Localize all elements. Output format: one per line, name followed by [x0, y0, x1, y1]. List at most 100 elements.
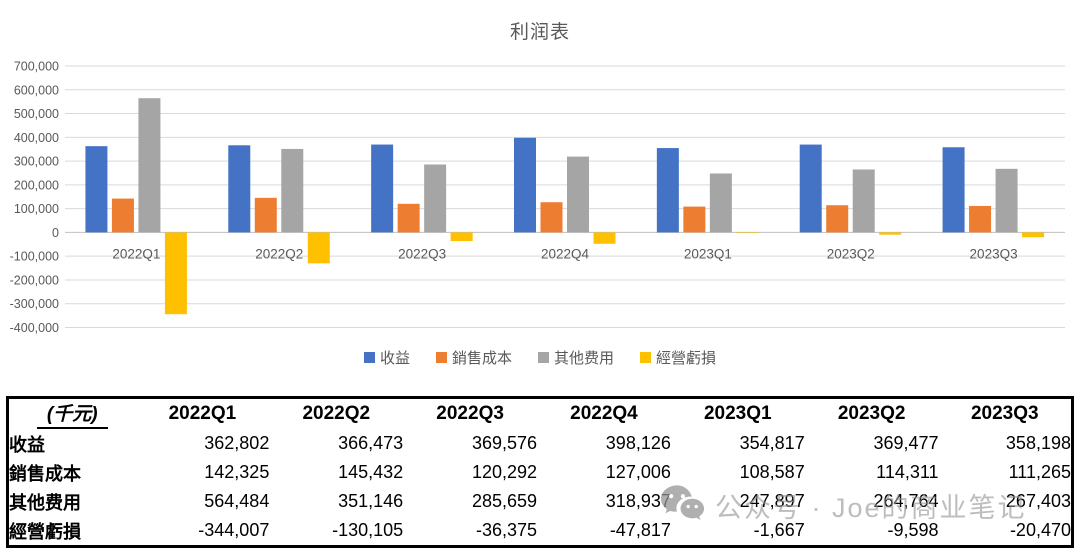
y-tick-label: 300,000	[14, 155, 59, 169]
legend-label: 其他费用	[554, 350, 615, 367]
table-cell: 111,265	[1008, 462, 1071, 482]
bar	[709, 173, 732, 233]
table-cell: 114,311	[876, 462, 939, 482]
table-header-row: (千元) 2022Q1 2022Q2 2022Q3 2022Q4 2023Q1 2023Q…	[8, 398, 1073, 429]
legend-item: 銷售成本	[435, 347, 512, 368]
legend-swatch	[363, 352, 375, 363]
bar	[514, 137, 536, 233]
table-cell: 247,897	[739, 491, 805, 511]
bar	[593, 232, 616, 244]
bar	[656, 148, 679, 233]
bar	[736, 232, 759, 233]
bar	[799, 144, 822, 233]
legend-label: 經營虧損	[656, 350, 717, 367]
legend-item: 經營虧損	[640, 347, 716, 368]
bar	[138, 98, 161, 233]
bar	[254, 197, 277, 233]
y-tick-label: 0	[52, 226, 59, 240]
table-cell: -47,817	[609, 520, 671, 540]
bar	[450, 232, 473, 242]
y-tick-label: -200,000	[10, 273, 59, 287]
unit-label: (千元)	[36, 399, 108, 429]
table-body: 收益 362,802 366,473 369,576 398,126 354,817 369…	[8, 429, 1073, 547]
bar	[371, 144, 394, 233]
table-row-label: 銷售成本	[9, 463, 81, 484]
table-cell: -9,598	[887, 520, 939, 540]
y-tick-label: -100,000	[10, 250, 59, 264]
table-cell: 264,764	[873, 491, 939, 511]
table-cell: 267,403	[1005, 491, 1071, 511]
y-tick-label: 200,000	[14, 178, 59, 192]
bar	[228, 145, 251, 233]
table-cell: -1,667	[753, 520, 805, 540]
table-cell: 564,484	[204, 491, 270, 511]
bar	[826, 205, 849, 233]
table-cell: -36,375	[475, 520, 538, 540]
table-cell: 108,587	[739, 462, 805, 482]
table-cell: 369,576	[471, 433, 538, 453]
y-tick-label: 400,000	[14, 131, 59, 145]
bar	[397, 203, 420, 233]
table-cell: 366,473	[338, 433, 404, 453]
bar	[567, 156, 589, 233]
bar	[995, 168, 1018, 233]
table-row: 其他费用 564,484 351,146 285,659 318,937 247,897 2…	[8, 487, 1073, 516]
x-axis-label: 2022Q3	[398, 246, 446, 261]
unit-label-cell: (千元)	[8, 398, 136, 429]
table-cell: -20,470	[1009, 520, 1071, 540]
y-tick-label: 600,000	[14, 83, 59, 97]
table-header-cell: 2023Q2	[837, 403, 906, 424]
table-header-cell: 2022Q3	[436, 403, 504, 424]
chart-legend: 收益 銷售成本 其他费用 經營虧損	[0, 347, 1080, 368]
table-cell: 120,292	[471, 462, 538, 482]
table-cell: 369,477	[873, 433, 939, 453]
x-axis-label: 2022Q1	[112, 246, 160, 261]
table-cell: 318,937	[605, 491, 671, 511]
table-row: 經營虧損 -344,007 -130,105 -36,375 -47,817 -1,667…	[8, 516, 1073, 547]
table-cell: 127,006	[605, 462, 671, 482]
table-cell: 362,802	[204, 433, 270, 453]
table-cell: 285,659	[471, 491, 538, 511]
legend-swatch	[538, 352, 549, 363]
profit-table: (千元) 2022Q1 2022Q2 2022Q3 2022Q4 2023Q1 2023Q…	[6, 396, 1074, 548]
bar	[969, 205, 992, 233]
table-cell: 358,198	[1005, 433, 1071, 453]
bar	[879, 232, 902, 235]
table-header-cell: 2022Q4	[570, 403, 638, 424]
x-axis-label: 2023Q3	[970, 246, 1018, 261]
bar	[111, 198, 134, 233]
y-tick-label: 500,000	[14, 107, 59, 121]
table-cell: 354,817	[739, 433, 805, 453]
bar	[942, 147, 965, 233]
table-header: (千元) 2022Q1 2022Q2 2022Q3 2022Q4 2023Q1 2023Q…	[8, 398, 1073, 429]
table-header-cell: 2023Q1	[703, 403, 772, 424]
x-axis-label: 2023Q2	[827, 246, 875, 261]
legend-item: 其他费用	[538, 347, 614, 368]
table-row-label: 收益	[9, 434, 45, 455]
y-tick-label: 700,000	[14, 60, 59, 74]
table-cell: -344,007	[198, 520, 270, 540]
table-cell: 398,126	[605, 433, 671, 453]
legend-label: 收益	[379, 350, 410, 367]
legend-swatch	[640, 352, 652, 363]
table-cell: 351,146	[338, 491, 404, 511]
table-cell: -130,105	[332, 520, 404, 540]
y-tick-label: -300,000	[10, 297, 59, 311]
table-header-cell: 2022Q1	[168, 403, 237, 424]
table-row-label: 其他费用	[9, 492, 81, 513]
legend-item: 收益	[363, 347, 410, 368]
x-axis-label: 2023Q1	[684, 246, 732, 261]
table-row: 銷售成本 142,325 145,432 120,292 127,006 108,587 1…	[8, 458, 1073, 487]
bar	[852, 169, 875, 233]
table-header-cell: 2022Q2	[302, 403, 371, 424]
bar-chart: 700,000 600,000 500,000 400,000 300,000 200,0…	[10, 60, 1065, 335]
bar	[164, 232, 187, 315]
x-axis-label: 2022Q2	[255, 246, 303, 261]
bar	[307, 232, 330, 264]
table-cell: 142,325	[204, 462, 270, 482]
bar	[85, 146, 108, 233]
table-row-label: 經營虧損	[9, 521, 81, 542]
table-row: 收益 362,802 366,473 369,576 398,126 354,817 369…	[8, 429, 1073, 458]
x-axis-label: 2022Q4	[541, 246, 590, 261]
